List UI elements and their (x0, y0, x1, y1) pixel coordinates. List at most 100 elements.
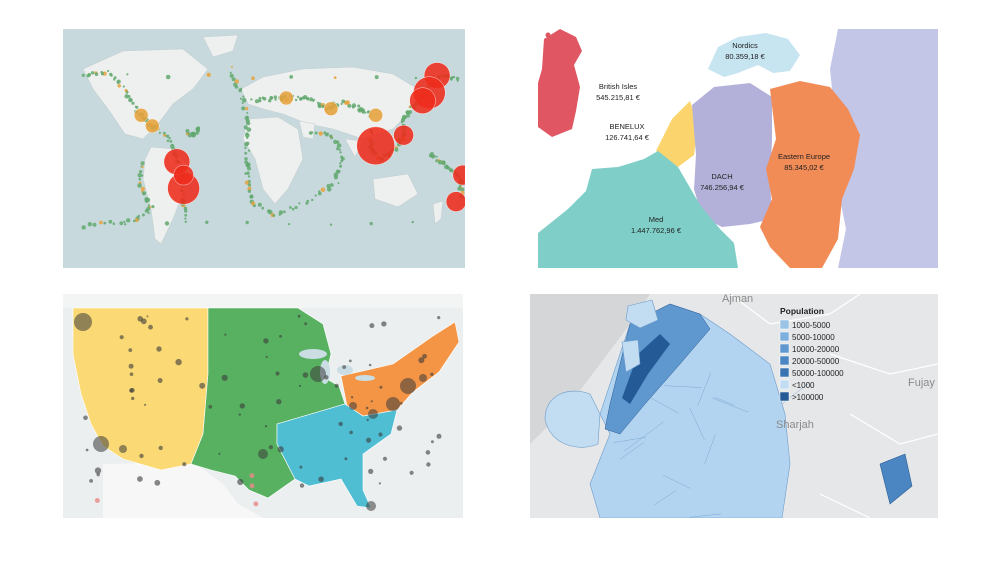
mexico-land (103, 462, 263, 518)
dach-region[interactable] (692, 83, 772, 227)
city-dot (379, 385, 383, 389)
city-dot (158, 445, 163, 451)
quake-bubble (133, 108, 149, 123)
quake-dot (283, 210, 286, 214)
sharjah-population-map[interactable]: Ajman Sharjah Fujay Population 1000-5000… (530, 294, 938, 518)
legend-swatch (779, 391, 790, 402)
quake-dot (195, 127, 199, 131)
southeast-region[interactable] (276, 403, 398, 509)
med-region[interactable] (538, 151, 738, 268)
british-isles-region[interactable] (538, 29, 582, 137)
quake-bubble (452, 164, 465, 186)
quake-dot (336, 147, 340, 151)
city-dot (378, 432, 383, 437)
large-earthquake-bubbles (133, 62, 465, 212)
legend-swatch (779, 319, 790, 330)
quake-bubble (368, 108, 383, 123)
quake-dot (339, 151, 342, 154)
quake-dot (244, 106, 249, 111)
quake-dot (314, 194, 317, 197)
europe-sales-map[interactable]: British Isles 545.215,81 € Nordics 80.35… (538, 29, 938, 268)
city-dot (422, 353, 427, 359)
city-dot (182, 462, 187, 467)
place-ajman: Ajman (722, 294, 753, 305)
city-dot (144, 403, 147, 406)
quake-dot (278, 210, 284, 215)
usa-regions-map[interactable] (63, 294, 463, 518)
district-line (637, 390, 679, 414)
quake-dot (335, 169, 340, 174)
eastern-europe-region[interactable] (760, 81, 860, 268)
city-bubble (386, 397, 400, 411)
quake-dot (242, 95, 245, 98)
quake-dot (272, 214, 276, 217)
quake-dot (244, 172, 247, 175)
population-area-small-north[interactable] (625, 299, 659, 329)
benelux-region[interactable] (656, 101, 698, 167)
quake-dot (340, 155, 344, 159)
legend-label: <1000 (792, 381, 815, 390)
place-fujay: Fujay (908, 377, 935, 389)
city-dot (338, 421, 343, 427)
population-area-densest[interactable] (622, 334, 670, 404)
city-dot (275, 371, 280, 376)
city-dot (381, 321, 387, 327)
quake-dot (166, 139, 170, 143)
earthquake-map-svg (81, 34, 465, 245)
district-line (689, 513, 721, 518)
quake-dot (345, 100, 351, 105)
quake-bubble (356, 126, 395, 166)
legend-title: Population (780, 306, 824, 316)
quake-dot (163, 133, 166, 137)
quake-dot (333, 76, 337, 79)
city-dot (324, 375, 329, 380)
population-area-island[interactable] (621, 339, 641, 373)
quake-dot (195, 131, 199, 135)
city-dot (237, 478, 244, 486)
quake-dot (90, 71, 95, 75)
city-dot (276, 399, 282, 405)
city-dot (365, 406, 369, 410)
quake-dot (338, 148, 341, 151)
quake-dot (262, 97, 267, 101)
quake-dot (333, 172, 339, 177)
quake-dot (318, 132, 321, 135)
district-line (624, 421, 664, 452)
quake-dot (131, 101, 135, 105)
quake-bubble (409, 87, 436, 114)
city-dot (185, 317, 189, 321)
city-dot (366, 437, 372, 443)
quake-dot (81, 225, 86, 230)
city-bubbles (74, 313, 442, 511)
label-nordics-value: 80.359,18 € (725, 52, 765, 61)
quake-dot (460, 187, 465, 192)
quake-dot (168, 137, 171, 140)
city-dot (218, 452, 221, 455)
east-region[interactable] (830, 29, 938, 268)
city-dot (279, 334, 282, 338)
quake-dot (374, 75, 379, 80)
district-line (662, 474, 691, 489)
earthquake-world-map[interactable] (63, 29, 465, 268)
quake-dot (231, 77, 236, 82)
city-dot (96, 472, 100, 477)
quake-dot (144, 198, 149, 203)
quake-dot (124, 89, 128, 92)
city-dot (129, 387, 135, 393)
quake-dot (298, 202, 301, 205)
city-dot (129, 372, 134, 376)
quake-dot (241, 98, 247, 103)
nordics-region[interactable] (708, 33, 800, 77)
quake-dot (141, 213, 145, 217)
city-dot (349, 430, 353, 435)
quake-dot (139, 170, 143, 174)
quake-dot (122, 85, 125, 88)
city-dot (426, 462, 431, 467)
population-area-east-enclave[interactable] (879, 453, 913, 505)
northeast-region[interactable] (340, 321, 460, 417)
population-area-lobe[interactable] (544, 390, 601, 448)
quake-dot (306, 98, 310, 101)
city-bubble (349, 402, 357, 410)
quake-dot (243, 125, 248, 130)
quake-dot (184, 209, 188, 213)
